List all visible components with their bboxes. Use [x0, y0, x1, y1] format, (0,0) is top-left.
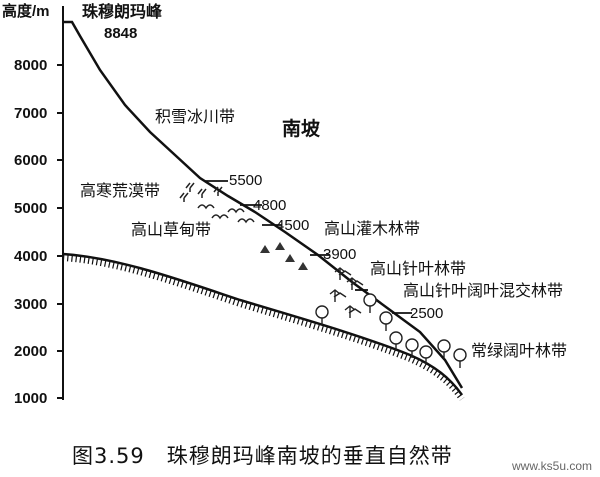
broadleaf-tree-icon: [437, 339, 451, 353]
y-tick-label: 6000: [14, 152, 47, 169]
lower-boundary-line: [62, 252, 464, 396]
desert-plant-symbols: [179, 182, 223, 202]
conifer-icon: [346, 277, 364, 290]
shrub-symbols: [260, 242, 308, 270]
lower-boundary-hatching: [62, 255, 465, 401]
mixed-forest-symbols: [315, 293, 393, 331]
boundary-altitude: 5500: [229, 172, 262, 189]
zone-label: 积雪冰川带: [155, 107, 235, 126]
y-tick-label: 7000: [14, 105, 47, 122]
broadleaf-tree-icon: [389, 331, 403, 345]
grass-icon: [227, 208, 245, 214]
shrub-icon: [285, 254, 295, 262]
plant-icon: [185, 182, 195, 192]
grass-icon: [197, 204, 215, 210]
y-axis-label: 高度/m: [2, 2, 50, 20]
watermark-text: www.ks5u.com: [511, 459, 592, 473]
grass-icon: [237, 218, 255, 224]
y-tick-label: 1000: [14, 390, 47, 407]
conifer-icon: [329, 289, 347, 302]
zone-boundaries: 5500 4800 4500 3900 2500: [204, 172, 443, 322]
evergreen-broadleaf-symbols: [389, 331, 467, 368]
y-tick-label: 4000: [14, 248, 47, 265]
south-slope-profile: [63, 20, 464, 389]
shrub-icon: [275, 242, 285, 250]
slope-label: 南坡: [282, 117, 321, 140]
plant-icon: [197, 188, 207, 198]
boundary-altitude: 4800: [253, 197, 286, 214]
meadow-grass-symbols: [197, 204, 255, 224]
broadleaf-tree-icon: [379, 311, 393, 325]
broadleaf-tree-icon: [419, 345, 433, 359]
y-axis-ticks: 8000 7000 6000 5000 4000 3000 2000 1000: [14, 57, 63, 407]
broadleaf-tree-icon: [315, 305, 329, 319]
zone-label: 高山灌木林带: [324, 219, 420, 238]
broadleaf-tree-icon: [453, 348, 467, 362]
plant-icon: [213, 186, 223, 196]
conifer-icon: [344, 305, 362, 318]
broadleaf-tree-icon: [405, 338, 419, 352]
peak-name: 珠穆朗玛峰: [82, 2, 163, 21]
boundary-altitude: 4500: [276, 217, 309, 234]
shrub-icon: [298, 262, 308, 270]
boundary-altitude: 3900: [323, 246, 356, 263]
conifer-symbols: [329, 267, 364, 318]
grass-icon: [211, 214, 229, 220]
shrub-icon: [260, 245, 270, 253]
plant-icon: [179, 192, 189, 202]
y-tick-label: 2000: [14, 343, 47, 360]
zone-label: 高寒荒漠带: [80, 181, 160, 200]
figure-caption: 图3.59 珠穆朗玛峰南坡的垂直自然带: [72, 444, 453, 468]
zone-label: 常绿阔叶林带: [471, 341, 567, 360]
conifer-icon: [334, 267, 352, 280]
y-tick-label: 3000: [14, 296, 47, 313]
zone-label: 高山草甸带: [131, 220, 211, 239]
peak-height: 8848: [104, 25, 137, 42]
y-tick-label: 5000: [14, 200, 47, 217]
y-tick-label: 8000: [14, 57, 47, 74]
broadleaf-tree-icon: [363, 293, 377, 307]
zone-label: 高山针叶阔叶混交林带: [403, 281, 563, 300]
boundary-altitude: 2500: [410, 305, 443, 322]
zone-label: 高山针叶林带: [370, 259, 466, 278]
